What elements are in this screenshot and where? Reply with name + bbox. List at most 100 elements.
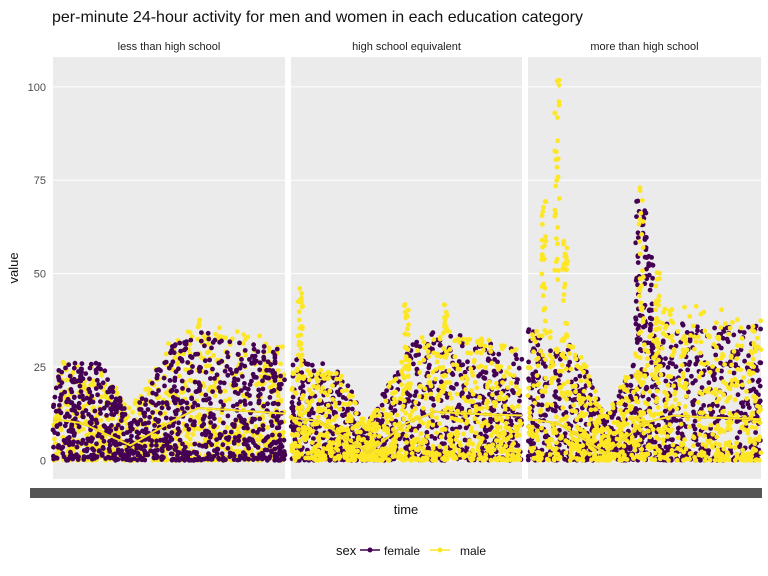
point	[733, 363, 739, 369]
point	[421, 357, 427, 363]
point	[236, 430, 241, 436]
point	[242, 381, 247, 386]
point	[93, 417, 99, 423]
point	[117, 441, 123, 447]
point	[635, 260, 641, 265]
point	[484, 398, 490, 404]
point	[232, 435, 238, 440]
point	[105, 454, 111, 460]
point	[260, 427, 266, 432]
point	[420, 437, 426, 442]
point	[108, 406, 113, 412]
point	[269, 384, 275, 389]
point	[249, 360, 255, 366]
point	[678, 418, 683, 423]
point	[344, 388, 349, 393]
point	[216, 455, 221, 461]
point	[511, 457, 517, 463]
point	[456, 448, 462, 453]
point	[231, 382, 237, 388]
point	[665, 365, 671, 370]
point	[79, 369, 84, 375]
point	[399, 359, 404, 365]
point	[705, 448, 711, 454]
point	[373, 424, 378, 430]
point	[160, 400, 166, 406]
point	[238, 388, 244, 393]
point	[118, 418, 124, 423]
point	[379, 452, 384, 457]
point	[272, 457, 278, 463]
point	[526, 327, 532, 332]
point	[446, 368, 452, 374]
point	[514, 356, 519, 362]
point	[198, 338, 204, 344]
point	[163, 390, 169, 396]
point	[316, 435, 321, 441]
point	[250, 428, 256, 434]
point	[402, 457, 408, 463]
point	[68, 387, 74, 392]
point	[642, 367, 648, 373]
point	[58, 397, 63, 403]
point	[365, 452, 371, 458]
point	[418, 431, 424, 437]
point	[208, 376, 213, 381]
point	[706, 380, 712, 386]
point	[442, 324, 447, 330]
point	[224, 435, 229, 441]
point	[307, 377, 312, 383]
point	[203, 369, 209, 375]
point	[252, 374, 258, 380]
point	[464, 340, 470, 346]
point	[80, 393, 85, 399]
point	[282, 377, 287, 383]
point	[442, 315, 447, 320]
point	[504, 369, 509, 375]
point	[690, 380, 696, 386]
point	[685, 367, 691, 373]
point	[361, 436, 366, 442]
point	[463, 387, 469, 392]
point	[727, 369, 733, 375]
point	[290, 404, 296, 409]
point	[254, 382, 259, 388]
point	[89, 420, 94, 426]
point	[438, 379, 444, 385]
point	[268, 362, 274, 367]
point	[321, 446, 327, 451]
point	[340, 413, 346, 419]
point	[463, 425, 469, 431]
point	[306, 387, 312, 393]
point	[326, 371, 332, 377]
point	[663, 378, 669, 384]
point	[426, 419, 432, 425]
point	[326, 375, 331, 381]
point	[156, 388, 162, 393]
point	[135, 450, 141, 456]
point	[197, 420, 203, 426]
point	[483, 365, 488, 370]
point	[195, 403, 201, 408]
point	[634, 340, 640, 345]
point	[295, 432, 301, 438]
point	[227, 450, 233, 456]
point	[85, 454, 91, 460]
point	[413, 400, 419, 405]
point	[214, 372, 220, 378]
point	[441, 383, 446, 388]
point	[556, 378, 561, 383]
point	[464, 420, 469, 426]
point	[345, 402, 350, 407]
point	[99, 452, 105, 457]
point	[657, 427, 663, 433]
point	[265, 401, 270, 407]
point	[354, 410, 359, 416]
point	[205, 330, 211, 336]
point	[246, 456, 252, 462]
point	[225, 354, 231, 360]
point	[452, 453, 457, 459]
point	[273, 374, 279, 380]
point	[318, 389, 324, 394]
point	[384, 426, 390, 431]
